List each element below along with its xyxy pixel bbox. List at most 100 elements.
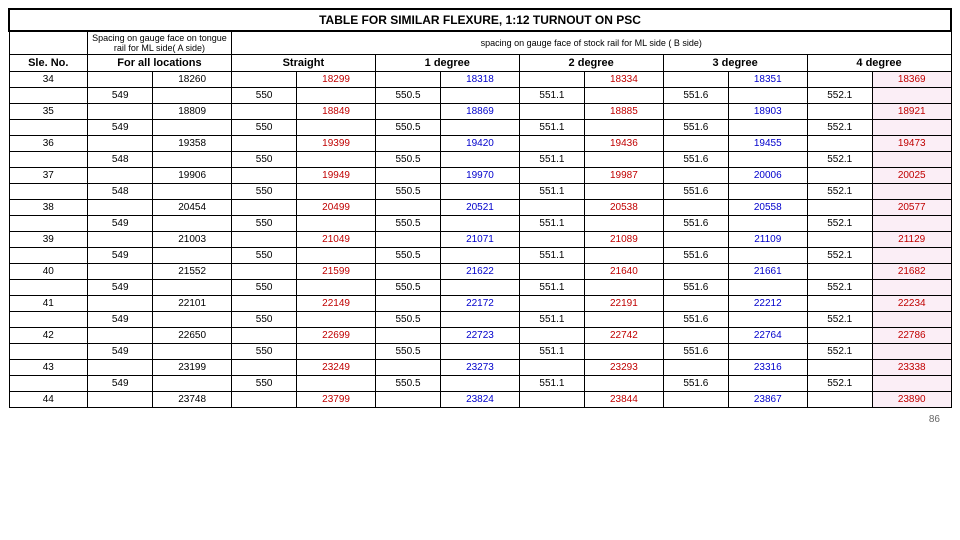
cell: [663, 136, 728, 152]
cell: [231, 104, 296, 120]
val-2deg: 21640: [585, 264, 664, 280]
cell: [297, 216, 376, 232]
cell: [585, 216, 664, 232]
cell: [88, 136, 153, 152]
val-d4a: 552.1: [807, 344, 872, 360]
val-all: 19358: [153, 136, 232, 152]
table-row: 34182601829918318183341835118369: [9, 72, 951, 88]
val-4deg: 22234: [872, 296, 951, 312]
val-d4a: 552.1: [807, 88, 872, 104]
table-row: 37199061994919970199872000620025: [9, 168, 951, 184]
cell: [807, 232, 872, 248]
sle-no: 42: [9, 328, 88, 344]
cell: [9, 120, 88, 136]
blank-cell: [9, 31, 88, 55]
cell: [9, 280, 88, 296]
table-row: 36193581939919420194361945519473: [9, 136, 951, 152]
val-d3a: 551.6: [663, 216, 728, 232]
cell: [153, 376, 232, 392]
cell: [807, 200, 872, 216]
cell: [872, 376, 951, 392]
cell: [441, 248, 520, 264]
cell: [729, 376, 808, 392]
cell: [297, 152, 376, 168]
val-d2a: 551.1: [519, 88, 584, 104]
cell: [729, 152, 808, 168]
val-straight: 22699: [297, 328, 376, 344]
cell: [729, 248, 808, 264]
val-2deg: 21089: [585, 232, 664, 248]
cell: [807, 168, 872, 184]
cell: [519, 328, 584, 344]
cell: [375, 392, 440, 408]
cell: [519, 392, 584, 408]
sle-no: 37: [9, 168, 88, 184]
cell: [153, 248, 232, 264]
table-row: 40215522159921622216402166121682: [9, 264, 951, 280]
cell: [729, 88, 808, 104]
val-4deg: 22786: [872, 328, 951, 344]
cell: [9, 312, 88, 328]
col-straight: Straight: [231, 55, 375, 72]
val-d4a: 552.1: [807, 312, 872, 328]
table-row: 548550550.5551.1551.6552.1: [9, 152, 951, 168]
cell: [441, 216, 520, 232]
cell: [231, 232, 296, 248]
val-d4a: 552.1: [807, 376, 872, 392]
val-all: 18260: [153, 72, 232, 88]
cell: [231, 360, 296, 376]
val-a: 549: [88, 216, 153, 232]
table-row: 41221012214922172221912221222234: [9, 296, 951, 312]
cell: [297, 312, 376, 328]
cell: [297, 344, 376, 360]
cell: [297, 88, 376, 104]
cell: [441, 88, 520, 104]
cell: [663, 200, 728, 216]
cell: [519, 168, 584, 184]
cell: [231, 168, 296, 184]
sle-no: 41: [9, 296, 88, 312]
cell: [519, 72, 584, 88]
cell: [153, 280, 232, 296]
cell: [663, 72, 728, 88]
cell: [153, 216, 232, 232]
table-row: 549550550.5551.1551.6552.1: [9, 280, 951, 296]
table-row: 35188091884918869188851890318921: [9, 104, 951, 120]
cell: [88, 392, 153, 408]
table-row: 549550550.5551.1551.6552.1: [9, 88, 951, 104]
val-4deg: 19473: [872, 136, 951, 152]
cell: [872, 88, 951, 104]
cell: [375, 360, 440, 376]
cell: [663, 328, 728, 344]
header-a-side: Spacing on gauge face on tongue rail for…: [88, 31, 232, 55]
col-4-degree: 4 degree: [807, 55, 951, 72]
val-d1a: 550.5: [375, 344, 440, 360]
cell: [872, 312, 951, 328]
val-d3a: 551.6: [663, 248, 728, 264]
val-a: 549: [88, 120, 153, 136]
cell: [88, 328, 153, 344]
val-straight: 23249: [297, 360, 376, 376]
table-row: 38204542049920521205382055820577: [9, 200, 951, 216]
val-all: 19906: [153, 168, 232, 184]
cell: [663, 232, 728, 248]
table-row: 43231992324923273232932331623338: [9, 360, 951, 376]
val-2deg: 23293: [585, 360, 664, 376]
val-3deg: 19455: [729, 136, 808, 152]
table-row: 548550550.5551.1551.6552.1: [9, 184, 951, 200]
val-a: 549: [88, 280, 153, 296]
val-3deg: 22212: [729, 296, 808, 312]
cell: [441, 152, 520, 168]
table-row: 549550550.5551.1551.6552.1: [9, 216, 951, 232]
cell: [872, 184, 951, 200]
cell: [231, 296, 296, 312]
cell: [872, 248, 951, 264]
cell: [519, 360, 584, 376]
cell: [663, 264, 728, 280]
val-d2a: 551.1: [519, 376, 584, 392]
sle-no: 36: [9, 136, 88, 152]
cell: [375, 168, 440, 184]
val-4deg: 18921: [872, 104, 951, 120]
val-d2a: 551.1: [519, 152, 584, 168]
header-b-side: spacing on gauge face of stock rail for …: [231, 31, 951, 55]
